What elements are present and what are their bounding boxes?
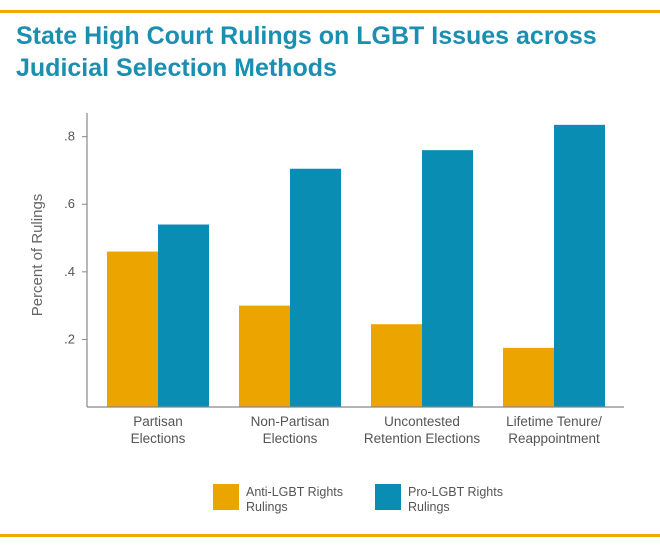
category-label: Lifetime Tenure/ — [506, 414, 602, 429]
category-label: Elections — [263, 431, 318, 446]
y-tick-label: .6 — [64, 196, 75, 211]
legend-label: Rulings — [246, 500, 288, 514]
category-label: Uncontested — [384, 414, 460, 429]
category-label: Elections — [131, 431, 186, 446]
y-axis-label: Percent of Rulings — [29, 194, 46, 317]
category-label: Reappointment — [508, 431, 600, 446]
legend-label: Rulings — [408, 500, 450, 514]
anti-lgbt-bar — [371, 324, 422, 407]
y-tick-label: .8 — [64, 129, 75, 144]
legend-swatch-pro — [375, 484, 401, 510]
category-label: Non-Partisan — [251, 414, 330, 429]
pro-lgbt-bar — [290, 168, 341, 407]
anti-lgbt-bar — [107, 251, 158, 407]
y-tick-label: .2 — [64, 331, 75, 346]
legend-label: Pro-LGBT Rights — [408, 485, 503, 499]
anti-lgbt-bar — [503, 347, 554, 407]
category-label: Retention Elections — [364, 431, 481, 446]
pro-lgbt-bar — [422, 150, 473, 407]
pro-lgbt-bar — [158, 224, 209, 407]
anti-lgbt-bar — [239, 305, 290, 407]
legend-label: Anti-LGBT Rights — [246, 485, 343, 499]
top-accent-rule — [0, 10, 660, 13]
category-label: Partisan — [133, 414, 183, 429]
legend-swatch-anti — [213, 484, 239, 510]
chart-title: State High Court Rulings on LGBT Issues … — [16, 22, 597, 82]
y-tick-label: .4 — [64, 264, 75, 279]
bottom-accent-rule — [0, 534, 660, 537]
pro-lgbt-bar — [554, 124, 605, 408]
